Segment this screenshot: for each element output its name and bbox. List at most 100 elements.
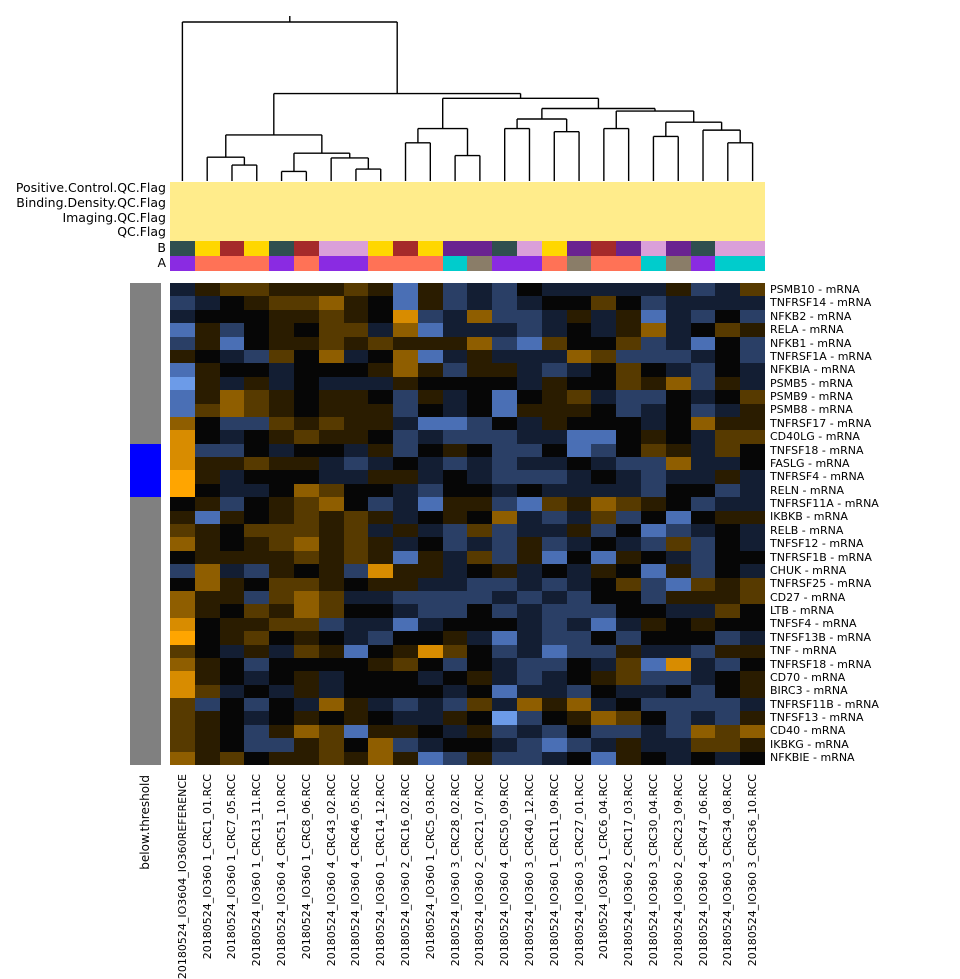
heatmap-cell bbox=[393, 644, 418, 658]
heatmap-cell bbox=[665, 443, 691, 458]
heatmap-cell bbox=[566, 376, 592, 391]
heatmap-cell bbox=[591, 604, 617, 618]
heatmap-cell bbox=[293, 336, 319, 350]
heatmap-cell bbox=[541, 336, 567, 350]
heatmap-cell bbox=[541, 470, 567, 484]
heatmap-cell bbox=[740, 390, 765, 404]
heatmap-cell bbox=[541, 430, 567, 444]
heatmap-cell bbox=[417, 457, 443, 471]
heatmap-cell bbox=[219, 711, 245, 725]
heatmap-cell bbox=[393, 309, 418, 324]
annotation-segment-b bbox=[194, 241, 220, 256]
heatmap-cell bbox=[194, 524, 220, 538]
heatmap-cell bbox=[442, 457, 468, 471]
heatmap-cell bbox=[269, 403, 294, 417]
heatmap-cell bbox=[417, 510, 443, 524]
heatmap-cell bbox=[541, 631, 567, 645]
heatmap-cell bbox=[616, 376, 642, 391]
heatmap-cell bbox=[343, 390, 369, 404]
row-label: NFKB1 - mRNA bbox=[770, 336, 852, 350]
heatmap-cell bbox=[690, 363, 716, 377]
heatmap-cell bbox=[170, 283, 195, 297]
heatmap-cell bbox=[715, 738, 741, 752]
heatmap-cell bbox=[616, 349, 642, 364]
heatmap-cell bbox=[616, 751, 642, 765]
heatmap-cell bbox=[740, 497, 765, 511]
heatmap-cell bbox=[194, 751, 220, 765]
heatmap-cell bbox=[467, 510, 493, 524]
heatmap-cell bbox=[566, 510, 592, 524]
heatmap-cell bbox=[641, 724, 666, 739]
heatmap-cell bbox=[393, 657, 418, 672]
heatmap-cell bbox=[170, 577, 195, 591]
heatmap-cell bbox=[368, 537, 394, 551]
heatmap-cell bbox=[715, 390, 741, 404]
heatmap-cell bbox=[665, 537, 691, 551]
heatmap-cell bbox=[616, 671, 642, 685]
heatmap-cell bbox=[492, 363, 518, 377]
heatmap-cell bbox=[517, 309, 542, 324]
heatmap-cell bbox=[219, 671, 245, 685]
heatmap-cell bbox=[219, 403, 245, 417]
annotation-segment-a bbox=[442, 256, 468, 271]
heatmap-cell bbox=[194, 738, 220, 752]
heatmap-cell bbox=[690, 550, 716, 565]
heatmap-cell bbox=[591, 336, 617, 350]
heatmap-cell bbox=[541, 403, 567, 417]
heatmap-cell bbox=[170, 671, 195, 685]
heatmap-cell bbox=[541, 724, 567, 739]
heatmap-cell bbox=[368, 403, 394, 417]
heatmap-cell bbox=[318, 524, 344, 538]
annotation-segment-a bbox=[467, 256, 493, 271]
annotation-row-a bbox=[170, 256, 765, 271]
heatmap-cell bbox=[269, 524, 294, 538]
heatmap-cell bbox=[442, 631, 468, 645]
heatmap-cell bbox=[343, 483, 369, 498]
heatmap-cell bbox=[517, 443, 542, 458]
heatmap-cell bbox=[467, 457, 493, 471]
annotation-segment-b bbox=[616, 241, 642, 256]
heatmap-cell bbox=[616, 403, 642, 417]
heatmap-cell bbox=[517, 336, 542, 350]
heatmap-cell bbox=[665, 336, 691, 350]
heatmap-cell bbox=[368, 524, 394, 538]
heatmap-cell bbox=[219, 550, 245, 565]
heatmap-cell bbox=[318, 296, 344, 310]
heatmap-cell bbox=[641, 671, 666, 685]
column-label: 20180524_IO360 4_CRC47_06.RCC bbox=[696, 774, 710, 967]
heatmap-cell bbox=[219, 564, 245, 578]
heatmap-cell bbox=[244, 430, 270, 444]
heatmap-cell bbox=[591, 631, 617, 645]
heatmap-cell bbox=[566, 684, 592, 699]
annotation-segment-b bbox=[170, 241, 195, 256]
heatmap-cell bbox=[566, 296, 592, 310]
heatmap-cell bbox=[343, 684, 369, 699]
heatmap-cell bbox=[318, 363, 344, 377]
heatmap-cell bbox=[368, 631, 394, 645]
heatmap-cell bbox=[293, 430, 319, 444]
heatmap-cell bbox=[269, 336, 294, 350]
heatmap-cell bbox=[690, 671, 716, 685]
heatmap-cell bbox=[541, 590, 567, 605]
heatmap-cell bbox=[665, 483, 691, 498]
heatmap-cell bbox=[616, 631, 642, 645]
below-threshold-label: below.threshold bbox=[138, 775, 152, 870]
heatmap-cell bbox=[368, 416, 394, 431]
heatmap-cell bbox=[467, 390, 493, 404]
heatmap-cell bbox=[740, 296, 765, 310]
annotation-segment-b bbox=[641, 241, 666, 256]
heatmap-cell bbox=[368, 698, 394, 712]
heatmap-cell bbox=[690, 724, 716, 739]
heatmap-cell bbox=[318, 631, 344, 645]
heatmap-cell bbox=[591, 724, 617, 739]
annotation-segment-a bbox=[517, 256, 542, 271]
heatmap-cell bbox=[492, 296, 518, 310]
heatmap-cell bbox=[269, 671, 294, 685]
heatmap-cell bbox=[442, 684, 468, 699]
heatmap-cell bbox=[343, 430, 369, 444]
heatmap-cell bbox=[715, 457, 741, 471]
heatmap-cell bbox=[219, 470, 245, 484]
heatmap-cell bbox=[368, 684, 394, 699]
heatmap-cell bbox=[641, 323, 666, 337]
heatmap-cell bbox=[641, 336, 666, 350]
